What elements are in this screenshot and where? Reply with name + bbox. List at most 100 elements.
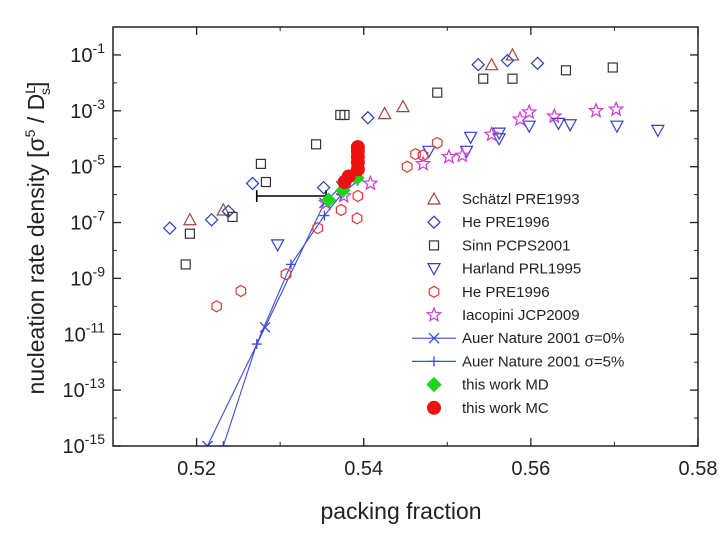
data-point xyxy=(341,169,356,184)
data-point xyxy=(440,148,458,164)
data-point xyxy=(551,117,566,131)
legend-entry-2: Sinn PCPS2001 xyxy=(428,237,570,254)
y-label-end: ] xyxy=(23,82,49,88)
legend-marker xyxy=(427,215,441,230)
y-tick-label: 10-15 xyxy=(63,431,106,458)
data-point xyxy=(401,160,413,173)
legend-entry-7: Auer Nature 2001 σ=5% xyxy=(412,353,624,370)
legend-label: Sinn PCPS2001 xyxy=(462,237,570,254)
data-point xyxy=(361,110,375,125)
data-point xyxy=(182,212,197,226)
data-point xyxy=(218,441,229,446)
legend-marker xyxy=(427,400,441,415)
data-point xyxy=(204,212,219,227)
x-tick-label: 0.52 xyxy=(177,458,216,480)
legend-entry-4: He PRE1996 xyxy=(428,284,550,301)
y-axis-label: nucleation rate density [σ5 / DLs] xyxy=(22,82,53,395)
data-point xyxy=(431,136,443,150)
data-point xyxy=(350,140,365,155)
data-point xyxy=(432,87,443,98)
data-point xyxy=(251,339,262,350)
data-point xyxy=(530,56,545,71)
series-9 xyxy=(337,140,365,190)
plot-frame xyxy=(112,26,699,447)
data-point xyxy=(312,221,324,235)
data-point xyxy=(339,109,350,121)
data-point xyxy=(463,131,478,145)
data-point xyxy=(454,146,471,163)
data-point xyxy=(335,203,347,217)
data-point xyxy=(184,228,195,239)
data-point xyxy=(286,259,297,270)
axes: 0.52 0.54 0.56 0.58 10-1 10-3 10-5 10-7 10-9 10-1… xyxy=(63,26,717,480)
legend-label: He PRE1996 xyxy=(462,214,550,231)
data-point xyxy=(270,239,285,253)
legend-marker xyxy=(428,240,440,251)
legend-marker xyxy=(428,332,440,344)
data-point xyxy=(522,120,537,134)
y-label-subsup: L xyxy=(22,86,38,94)
data-point xyxy=(316,180,331,195)
data-point xyxy=(507,73,518,84)
x-tick-label: 0.54 xyxy=(344,458,383,480)
data-point xyxy=(587,102,605,118)
data-point xyxy=(216,202,231,216)
legend-label: He PRE1996 xyxy=(462,284,550,301)
series-line-7 xyxy=(222,180,359,446)
legend-marker xyxy=(429,356,439,367)
data-point xyxy=(259,321,271,333)
legend-label: Auer Nature 2001 σ=5% xyxy=(462,353,624,370)
data-point xyxy=(520,103,538,120)
y-tick-label: 10-5 xyxy=(70,152,105,179)
legend-entry-0: Schätzl PRE1993 xyxy=(426,191,580,208)
data-point xyxy=(227,211,238,223)
data-point xyxy=(280,268,292,281)
series-4 xyxy=(211,136,443,313)
legend-label: Harland PRL1995 xyxy=(462,261,581,278)
y-label-mid: / D xyxy=(23,94,49,130)
data-point xyxy=(201,440,213,446)
x-axis-label: packing fraction xyxy=(320,498,481,524)
data-point xyxy=(320,192,337,208)
data-point xyxy=(260,176,272,188)
data-point xyxy=(395,99,411,113)
plot-area xyxy=(162,47,665,446)
data-point xyxy=(162,221,177,235)
data-point xyxy=(478,73,489,84)
data-point xyxy=(245,176,260,191)
data-point xyxy=(352,189,364,203)
data-point xyxy=(492,133,507,146)
y-label-sub: s xyxy=(37,88,53,95)
data-point xyxy=(235,284,247,298)
legend-label: Auer Nature 2001 σ=0% xyxy=(462,330,624,347)
data-point xyxy=(500,53,515,68)
legend-marker xyxy=(426,376,442,393)
data-point xyxy=(421,145,436,159)
data-point xyxy=(471,57,486,72)
data-point xyxy=(417,149,429,162)
data-point xyxy=(180,259,191,270)
y-tick-label: 10-7 xyxy=(70,208,105,235)
data-point xyxy=(351,212,363,225)
series-7 xyxy=(218,175,363,446)
data-point xyxy=(563,119,578,133)
data-point xyxy=(505,47,520,61)
legend-entry-3: Harland PRL1995 xyxy=(426,261,581,278)
legend: Schätzl PRE1993 He PRE1996 Sinn PCPS2001 Ha… xyxy=(412,191,624,417)
legend-label: Schätzl PRE1993 xyxy=(462,191,580,208)
data-point xyxy=(319,210,330,221)
y-tick-label: 10-13 xyxy=(63,375,106,402)
legend-marker xyxy=(425,306,443,323)
data-point xyxy=(650,124,665,138)
legend-marker xyxy=(426,191,442,205)
data-point xyxy=(362,174,379,191)
legend-marker xyxy=(428,285,440,298)
y-tick-label: 10-9 xyxy=(70,263,105,290)
y-tick-label: 10-3 xyxy=(70,96,105,123)
data-point xyxy=(484,57,499,71)
error-bar xyxy=(255,189,327,202)
legend-label: this work MD xyxy=(462,377,549,394)
legend-entry-8: this work MD xyxy=(426,376,549,394)
legend-entry-5: Iacopini JCP2009 xyxy=(425,306,580,324)
